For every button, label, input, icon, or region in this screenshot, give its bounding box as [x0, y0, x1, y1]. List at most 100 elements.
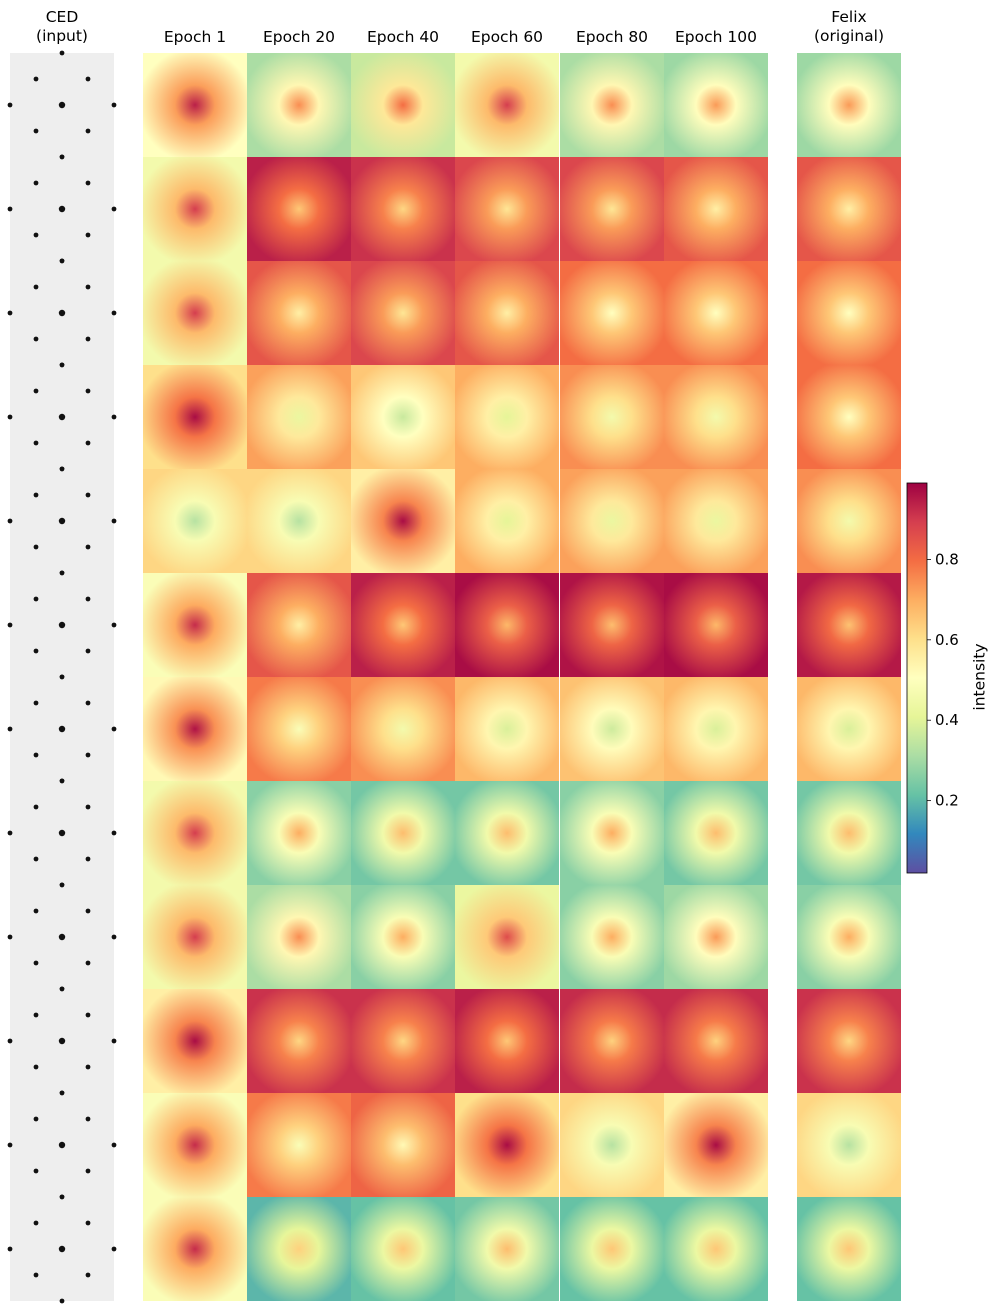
prediction-tile — [455, 677, 559, 781]
prediction-tile — [560, 157, 664, 261]
prediction-tile — [664, 573, 768, 677]
colorbar-tick-label: 0.8 — [935, 550, 959, 568]
prediction-tile — [664, 781, 768, 885]
target-tile — [797, 157, 901, 261]
prediction-tile — [560, 469, 664, 573]
prediction-tile — [455, 1197, 559, 1301]
prediction-tile — [247, 261, 351, 365]
prediction-tile — [560, 261, 664, 365]
prediction-tile — [247, 1093, 351, 1197]
input-tile — [7, 258, 117, 368]
input-tile — [7, 882, 117, 992]
prediction-tile — [351, 1093, 455, 1197]
prediction-tile — [351, 573, 455, 677]
target-tile — [797, 573, 901, 677]
colorbar-label: intensity — [970, 643, 989, 711]
prediction-tile — [560, 885, 664, 989]
prediction-tile — [247, 469, 351, 573]
prediction-tile — [664, 885, 768, 989]
prediction-tile — [143, 365, 247, 469]
prediction-tile — [143, 677, 247, 781]
prediction-tile — [664, 677, 768, 781]
prediction-tile — [560, 1093, 664, 1197]
prediction-tile — [143, 1093, 247, 1197]
prediction-tile — [143, 1197, 247, 1301]
prediction-tile — [247, 157, 351, 261]
prediction-tile — [455, 573, 559, 677]
column-title: Epoch 100 — [675, 28, 757, 46]
prediction-tile — [664, 1093, 768, 1197]
target-tile — [797, 365, 901, 469]
colorbar-gradient — [906, 482, 928, 874]
prediction-tile — [455, 365, 559, 469]
prediction-tile — [455, 261, 559, 365]
prediction-tile — [247, 781, 351, 885]
target-tile — [797, 781, 901, 885]
target-tile — [797, 469, 901, 573]
colorbar: 0.2 0.4 0.6 0.8 — [906, 482, 959, 874]
colorbar-tick-label: 0.6 — [935, 631, 959, 649]
prediction-tile — [455, 157, 559, 261]
column-title: Epoch 40 — [366, 28, 440, 46]
prediction-tile — [455, 885, 559, 989]
column-title: Epoch 60 — [470, 28, 544, 46]
target-tile — [797, 677, 901, 781]
prediction-tile — [351, 989, 455, 1093]
tile-grid — [7, 50, 901, 1304]
input-tile — [7, 986, 117, 1096]
prediction-tile — [143, 885, 247, 989]
prediction-tile — [560, 781, 664, 885]
prediction-tile — [247, 573, 351, 677]
input-tile — [7, 1090, 117, 1200]
prediction-tile — [143, 573, 247, 677]
target-tile — [797, 1197, 901, 1301]
prediction-tile — [351, 1197, 455, 1301]
prediction-tile — [664, 157, 768, 261]
target-tile — [797, 989, 901, 1093]
column-title: Felix (original) — [813, 8, 885, 45]
target-tile — [797, 1093, 901, 1197]
input-tile — [7, 778, 117, 888]
prediction-tile — [455, 1093, 559, 1197]
prediction-tile — [560, 1197, 664, 1301]
prediction-tile — [664, 261, 768, 365]
prediction-tile — [247, 365, 351, 469]
input-tile — [7, 154, 117, 264]
input-tile — [7, 50, 117, 160]
colorbar-tick-label: 0.4 — [935, 711, 959, 729]
target-tile — [797, 53, 901, 157]
target-tile — [797, 885, 901, 989]
prediction-tile — [143, 781, 247, 885]
prediction-tile — [143, 53, 247, 157]
prediction-tile — [455, 989, 559, 1093]
prediction-tile — [455, 53, 559, 157]
prediction-tile — [560, 573, 664, 677]
prediction-tile — [351, 781, 455, 885]
prediction-tile — [247, 885, 351, 989]
column-title: Epoch 20 — [262, 28, 336, 46]
target-tile — [797, 261, 901, 365]
prediction-tile — [143, 469, 247, 573]
prediction-tile — [455, 781, 559, 885]
column-title: CED (input) — [36, 8, 88, 45]
prediction-tile — [351, 53, 455, 157]
prediction-tile — [664, 989, 768, 1093]
prediction-tile — [247, 53, 351, 157]
prediction-tile — [247, 989, 351, 1093]
prediction-tile — [351, 261, 455, 365]
prediction-tile — [143, 989, 247, 1093]
prediction-tile — [351, 157, 455, 261]
prediction-tile — [351, 365, 455, 469]
prediction-tile — [560, 677, 664, 781]
prediction-tile — [351, 885, 455, 989]
input-tile — [7, 570, 117, 680]
colorbar-tick-label: 0.2 — [935, 792, 959, 810]
input-tile — [7, 1194, 117, 1304]
prediction-tile — [455, 469, 559, 573]
input-tile — [7, 466, 117, 576]
column-title: Epoch 80 — [575, 28, 649, 46]
prediction-tile — [351, 469, 455, 573]
prediction-tile — [247, 677, 351, 781]
prediction-tile — [351, 677, 455, 781]
